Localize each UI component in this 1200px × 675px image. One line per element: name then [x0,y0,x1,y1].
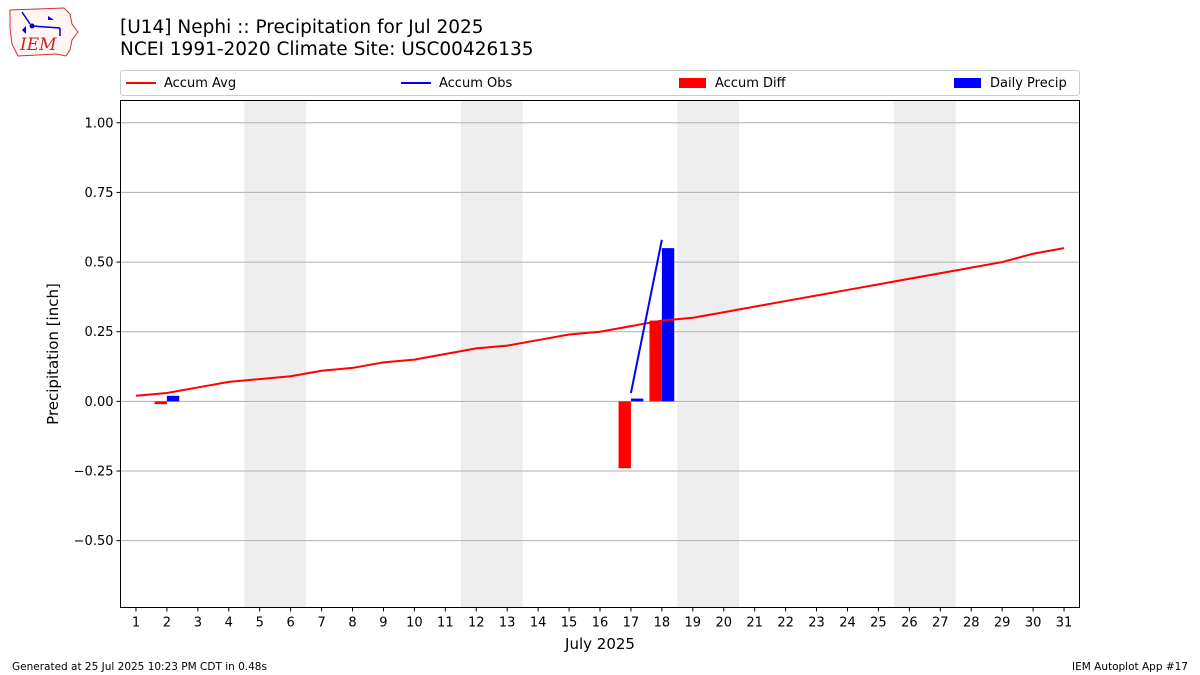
legend-box-red-icon [679,78,706,88]
x-tick-label: 31 [1056,616,1073,631]
x-tick-label: 3 [194,616,202,631]
bar-daily-precip [630,398,644,402]
y-tick-label: −0.50 [74,534,114,549]
legend-item-accum-diff: Accum Diff [677,71,786,95]
x-tick-label: 25 [870,616,887,631]
y-tick-label: 1.00 [85,116,114,131]
bar-daily-precip [166,395,180,402]
generated-timestamp: Generated at 25 Jul 2025 10:23 PM CDT in… [12,661,267,673]
x-tick-label: 26 [901,616,918,631]
x-tick-label: 28 [963,616,980,631]
iem-logo: IEM [9,7,79,57]
y-tick-label: 0.50 [85,256,114,271]
legend-item-accum-obs: Accum Obs [401,71,512,95]
x-tick-label: 6 [287,616,295,631]
chart-title: [U14] Nephi :: Precipitation for Jul 202… [120,17,484,38]
x-tick-label: 15 [561,616,578,631]
legend-label: Accum Diff [715,75,786,91]
x-tick-label: 30 [1025,616,1042,631]
bar-daily-precip [661,248,675,402]
legend-label: Daily Precip [990,75,1067,91]
x-tick-label: 20 [715,616,732,631]
x-tick-label: 9 [379,616,387,631]
x-tick-label: 8 [348,616,356,631]
y-tick-label: 0.00 [85,395,114,410]
line-accum-avg [135,247,1065,397]
x-tick-label: 27 [932,616,949,631]
bar-accum-diff [649,320,662,402]
x-tick-label: 2 [163,616,171,631]
x-tick-label: 29 [994,616,1011,631]
x-tick-label: 10 [406,616,423,631]
y-tick-label: 0.25 [85,325,114,340]
x-tick-label: 1 [132,616,140,631]
x-tick-label: 12 [468,616,485,631]
logo-text: IEM [19,35,57,55]
weekend-shade [244,100,307,608]
y-axis-label: Precipitation [inch] [44,283,62,425]
x-tick-label: 23 [808,616,825,631]
x-tick-label: 11 [437,616,454,631]
x-tick-label: 13 [499,616,516,631]
x-tick-label: 22 [777,616,794,631]
x-tick-label: 19 [685,616,702,631]
legend-item-daily-precip: Daily Precip [952,71,1067,95]
bar-accum-diff [618,401,631,469]
weekend-shade [893,100,956,608]
x-tick-label: 7 [317,616,325,631]
x-tick-label: 16 [592,616,609,631]
weekend-shade [460,100,523,608]
line-accum-obs [629,239,663,394]
chart-subtitle: NCEI 1991-2020 Climate Site: USC00426135 [120,39,534,60]
x-axis-label: July 2025 [564,635,635,653]
weekend-shade [677,100,740,608]
x-tick-label: 4 [225,616,233,631]
legend-label: Accum Obs [439,75,513,91]
y-tick-label: −0.25 [74,465,114,480]
x-tick-label: 18 [654,616,671,631]
app-credit: IEM Autoplot App #17 [1072,661,1188,673]
x-tick-label: 21 [746,616,763,631]
x-tick-label: 24 [839,616,856,631]
bar-accum-diff [154,401,167,405]
legend-box-blue-icon [954,78,981,88]
legend: Accum Avg Accum Obs Accum Diff Daily Pre… [120,70,1080,96]
legend-item-accum-avg: Accum Avg [126,71,236,95]
x-tick-label: 5 [256,616,264,631]
legend-line-blue-icon [401,82,431,84]
x-tick-label: 14 [530,616,547,631]
x-tick-label: 17 [623,616,640,631]
y-tick-label: 0.75 [85,186,114,201]
legend-label: Accum Avg [164,75,237,91]
legend-line-red-icon [126,82,156,84]
